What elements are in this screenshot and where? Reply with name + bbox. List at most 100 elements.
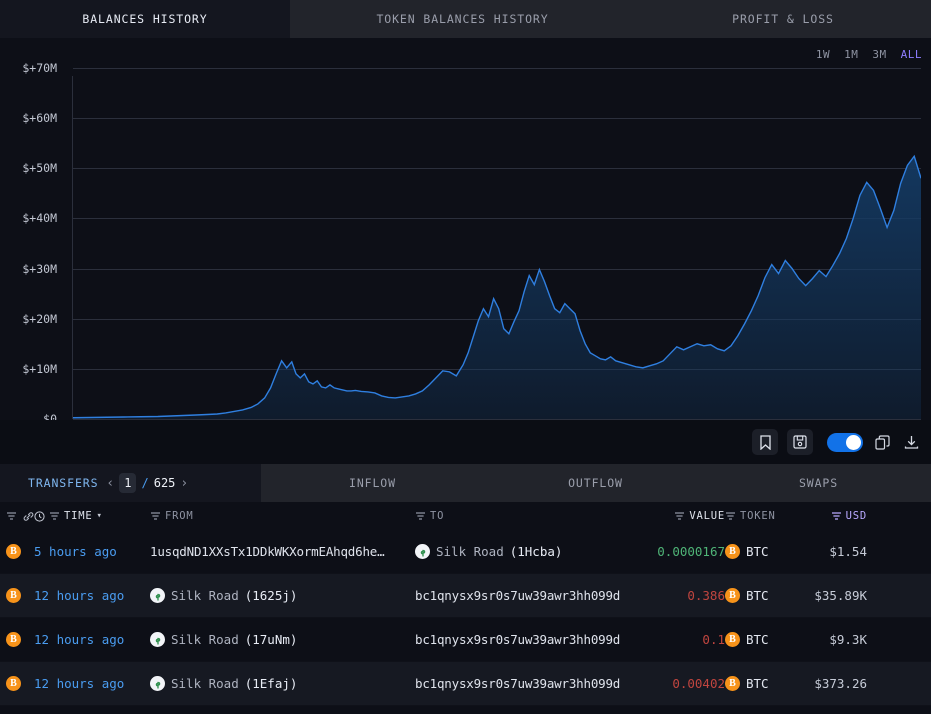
bitcoin-icon: B	[725, 676, 740, 691]
bitcoin-icon: B	[725, 588, 740, 603]
range-1w[interactable]: 1W	[815, 48, 831, 61]
row-token[interactable]: BTC	[746, 588, 769, 603]
copy-button[interactable]	[872, 432, 892, 452]
bitcoin-icon: B	[6, 676, 21, 691]
row-time[interactable]: 5 hours ago	[34, 544, 117, 559]
row-from-cell: Silk Road (17uNm)	[150, 632, 415, 647]
row-value-cell: 0.1	[620, 632, 725, 647]
tab-balances-history[interactable]: BALANCES HISTORY	[0, 0, 290, 38]
subtab-swaps-label: SWAPS	[798, 476, 839, 490]
bitcoin-icon: B	[6, 632, 21, 647]
table-row[interactable]: B 5 hours ago 1usqdND1XXsTx1DDkWKXormEAhqd…	[0, 530, 931, 574]
filter-icon-usd[interactable]	[831, 511, 842, 522]
range-3m[interactable]: 3M	[872, 48, 887, 61]
row-to-cell: Silk Road (1Hcba)	[415, 544, 620, 559]
row-time-cell: 12 hours ago	[34, 632, 150, 647]
save-button[interactable]	[787, 429, 813, 455]
row-to-address[interactable]: bc1qnysx9sr0s7uw39awr3hh099d5m0…	[415, 632, 620, 647]
row-value-cell: 0.0000167	[620, 544, 725, 559]
row-usd: $35.89K	[814, 588, 867, 603]
balances-history-chart: 1W 1M 3M ALL $+70M $+60M $+50M $+40M $+30M $+…	[0, 38, 931, 441]
row-from-entity[interactable]: Silk Road	[171, 588, 239, 603]
header-token[interactable]: TOKEN	[725, 510, 795, 522]
row-from-entity[interactable]: Silk Road	[171, 676, 239, 691]
header-value[interactable]: VALUE	[620, 510, 725, 522]
row-token-cell: B BTC	[725, 544, 795, 559]
bitcoin-icon: B	[6, 588, 21, 603]
header-to[interactable]: TO	[415, 510, 620, 522]
balances-tabbar: BALANCES HISTORY TOKEN BALANCES HISTORY …	[0, 0, 931, 38]
header-time[interactable]: TIME ▾	[34, 510, 150, 522]
row-token[interactable]: BTC	[746, 632, 769, 647]
row-to-address[interactable]: bc1qnysx9sr0s7uw39awr3hh099d5m0…	[415, 588, 620, 603]
tab-token-balances-history[interactable]: TOKEN BALANCES HISTORY	[290, 0, 635, 38]
pagination-next-button[interactable]: ›	[180, 475, 189, 491]
download-icon	[904, 435, 919, 450]
row-time[interactable]: 12 hours ago	[34, 676, 125, 691]
table-toolbar: USD ≥ $1	[0, 420, 931, 464]
filter-icon[interactable]	[6, 511, 17, 522]
toolbar-actions	[752, 420, 921, 464]
row-time-cell: 12 hours ago	[34, 588, 150, 603]
filter-icon-token[interactable]	[725, 511, 736, 522]
download-button[interactable]	[901, 432, 921, 452]
chart-y-tick-label: $+30M	[22, 261, 57, 276]
row-usd-cell: $1.54	[795, 544, 875, 559]
range-1m[interactable]: 1M	[844, 48, 859, 61]
row-from-address[interactable]: 1usqdND1XXsTx1DDkWKXormEAhqd6he…	[150, 544, 385, 559]
filter-icon-from[interactable]	[150, 511, 161, 522]
table-row[interactable]: B 12 hours ago Silk Road (1625j) bc1qnysx9s…	[0, 574, 931, 618]
chart-plot-area[interactable]: $+70M $+60M $+50M $+40M $+30M $+20M $+10M $0	[22, 61, 921, 426]
chart-y-tick-label: $+40M	[22, 211, 57, 226]
transfers-subtabs: TRANSFERS ‹ 1 / 625 › INFLOW OUTFLOW SWA…	[0, 464, 931, 502]
table-row[interactable]: B 12 hours ago Silk Road (17uNm) bc1qnysx9s…	[0, 618, 931, 662]
header-from[interactable]: FROM	[150, 510, 415, 522]
row-to-address[interactable]: bc1qnysx9sr0s7uw39awr3hh099d5m0…	[415, 676, 620, 691]
chart-y-tick-label: $+70M	[22, 61, 57, 75]
row-asset-icon-cell: B	[0, 676, 34, 691]
row-token[interactable]: BTC	[746, 544, 769, 559]
subtab-outflow[interactable]: OUTFLOW	[484, 464, 707, 502]
row-usd: $373.26	[814, 676, 867, 691]
pagination-current-page[interactable]: 1	[119, 473, 137, 493]
filter-icon-value[interactable]	[674, 511, 685, 522]
subtab-swaps[interactable]: SWAPS	[707, 464, 930, 502]
table-view-toggle[interactable]	[827, 432, 863, 452]
row-to-cell: bc1qnysx9sr0s7uw39awr3hh099d5m0…	[415, 588, 620, 603]
row-value: 0.00402	[672, 676, 725, 691]
row-usd: $1.54	[829, 544, 867, 559]
chart-gridline	[73, 218, 921, 220]
link-icon[interactable]	[23, 511, 34, 522]
header-asset-group	[0, 511, 34, 522]
row-usd-cell: $35.89K	[795, 588, 875, 603]
table-row[interactable]: B 12 hours ago Silk Road (1Efaj) bc1qnysx9s…	[0, 662, 931, 706]
row-token[interactable]: BTC	[746, 676, 769, 691]
row-from-entity[interactable]: Silk Road	[171, 632, 239, 647]
chart-gridline	[73, 268, 921, 270]
sort-desc-arrow-icon[interactable]: ▾	[96, 511, 103, 521]
subtab-transfers[interactable]: TRANSFERS ‹ 1 / 625 ›	[0, 464, 261, 502]
row-from-tag: (1625j)	[244, 588, 298, 603]
clock-icon	[34, 510, 45, 522]
row-usd: $9.3K	[829, 632, 867, 647]
filter-icon-time[interactable]	[49, 511, 60, 522]
balance-area-series	[73, 154, 921, 419]
row-value-cell: 0.386	[620, 588, 725, 603]
subtab-inflow[interactable]: INFLOW	[261, 464, 484, 502]
row-time[interactable]: 12 hours ago	[34, 588, 125, 603]
chart-y-tick-label: $+20M	[22, 311, 57, 326]
pagination-total-pages: 625	[153, 476, 176, 490]
row-to-entity[interactable]: Silk Road	[436, 544, 504, 559]
bookmark-button[interactable]	[752, 429, 778, 455]
chart-y-tick-label: $+60M	[22, 111, 57, 126]
range-all[interactable]: ALL	[900, 48, 922, 61]
entity-icon	[415, 544, 430, 559]
row-time[interactable]: 12 hours ago	[34, 632, 125, 647]
tab-profit-and-loss[interactable]: PROFIT & LOSS	[635, 0, 931, 38]
tab-profit-and-loss-label: PROFIT & LOSS	[732, 12, 834, 26]
pagination-separator: /	[141, 476, 149, 490]
filter-icon-to[interactable]	[415, 511, 426, 522]
pagination-prev-button[interactable]: ‹	[106, 475, 115, 491]
row-usd-cell: $9.3K	[795, 632, 875, 647]
header-usd[interactable]: USD	[795, 510, 875, 522]
